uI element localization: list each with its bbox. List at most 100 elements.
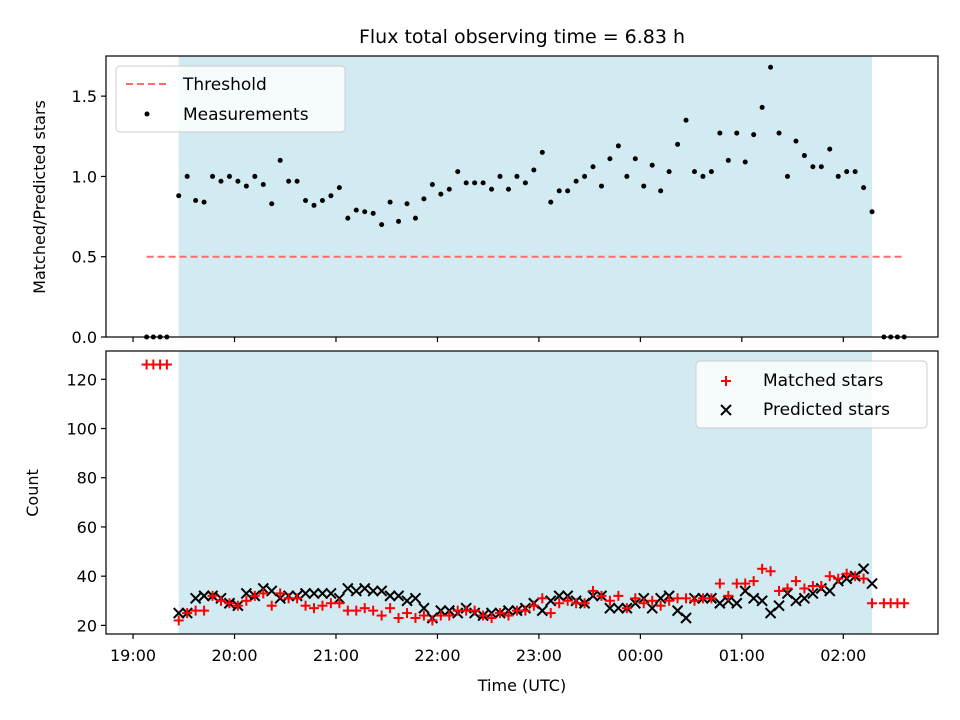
matched-star-point [182,608,193,619]
matched-star-point [309,603,319,614]
measurement-point [784,173,790,179]
predicted-star-point [173,607,185,619]
matched-star-point [790,576,801,587]
predicted-star-point [409,592,422,605]
matched-star-point [858,573,869,584]
matched-star-point [511,605,522,616]
bottom-y-axis-ticks: 20 40 60 80 100 120 [66,370,106,635]
measurement-point [472,180,478,186]
matched-star-point [385,603,396,614]
predicted-star-point [747,592,760,605]
measurement-point [387,199,393,205]
measurement-point [345,215,351,221]
predicted-star-point [612,602,625,614]
measurement-point [226,173,232,179]
predicted-star-point [798,592,811,605]
y-tick-label: 20 [77,616,97,635]
measurement-point [446,186,452,192]
matched-star-point [215,595,226,606]
top-y-axis-label: Matched/Predicted stars [30,100,49,294]
predicted-star-point [392,590,405,602]
measurement-point [641,183,647,189]
matched-star-point [461,605,472,616]
matched-star-point [672,593,683,604]
predicted-star-point [731,597,743,609]
measurement-point [522,180,528,186]
measurement-point [218,178,224,184]
matched-star-point [664,595,675,606]
matched-star-point [867,598,878,609]
measurement-point [489,186,495,192]
matched-star-point [850,571,861,582]
matched-star-point [317,600,328,611]
measurement-point [362,209,368,215]
x-tick-label: 01:00 [719,646,765,665]
predicted-star-point [299,587,312,600]
predicted-star-point [401,595,413,607]
matched-star-point [334,598,345,609]
x-axis-label: Time (UTC) [477,676,566,695]
matched-star-point [681,593,692,604]
measurement-point [734,130,740,136]
matched-star-point [528,600,539,611]
measurement-point [708,169,714,175]
matched-star-point [418,610,429,621]
measurement-point [717,130,723,136]
matched-star-point [774,585,785,596]
legend-measurements-label: Measurements [183,105,309,125]
measurement-point [810,164,816,170]
measurement-point [691,169,697,175]
matched-star-point [469,605,480,616]
legend-matched-label: Matched stars [763,371,883,391]
matched-star-point [435,610,446,621]
top-y-axis-ticks: 0.0 0.5 1.0 1.5 [72,87,106,347]
legend-predicted-label: Predicted stars [763,400,890,420]
predicted-star-point [367,585,379,597]
measurement-point [675,141,681,147]
measurement-point [176,193,182,199]
measurement-point [666,169,672,175]
measurement-point [751,132,757,138]
predicted-star-point [384,590,396,602]
chart-title: Flux total observing time = 6.83 h [359,26,685,48]
predicted-star-point [857,563,870,575]
predicted-star-point [654,592,667,605]
predicted-star-point [350,585,362,597]
matched-star-point [503,610,514,621]
measurement-point [632,156,638,162]
measurement-point [353,207,359,213]
matched-star-point [824,571,835,582]
measurement-point [463,180,469,186]
matched-star-point [647,595,658,606]
bottom-legend-box [695,360,928,429]
measurement-point [835,173,841,179]
predicted-star-point [714,597,726,609]
measurement-point [818,164,824,170]
matched-star-point [495,608,506,619]
bottom-panel: 20 40 60 80 100 120 19:00 20:00 21:00 22:00 23:00… [23,350,939,695]
measurement-point [539,149,545,155]
measurement-point [573,178,579,184]
matched-star-point [782,583,793,594]
matched-star-point [799,583,810,594]
measurement-point [742,159,748,165]
legend-threshold-label: Threshold [182,75,267,95]
y-tick-label: 60 [77,518,97,537]
matched-star-point [199,605,210,616]
measurement-point [319,198,325,204]
matched-star-point [359,603,370,614]
measurement-point [768,64,774,70]
matched-star-point [393,613,404,624]
predicted-star-point [773,599,785,612]
y-tick-label: 40 [77,567,97,586]
measurement-point [269,201,275,207]
matched-star-point [596,590,607,601]
matched-star-point [190,605,201,616]
predicted-star-point [375,585,388,597]
measurement-point [286,178,292,184]
measurement-point [793,138,799,144]
measurement-point [801,153,807,159]
measurement-point [869,209,875,215]
predicted-star-point [553,590,565,602]
